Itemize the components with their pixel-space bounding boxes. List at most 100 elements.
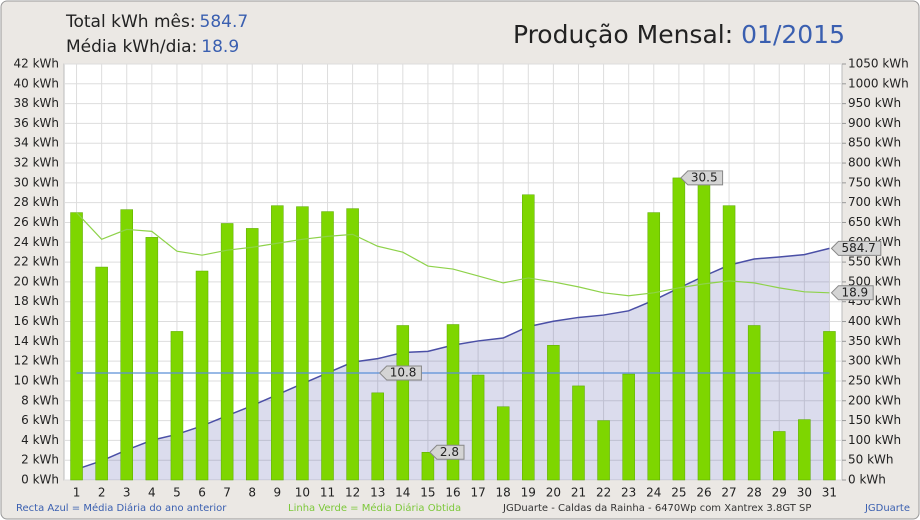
y2-tick-label: 500 kWh [848,274,901,288]
y2-tick-label: 1000 kWh [848,76,909,90]
x-tick-label: 20 [546,486,561,500]
y2-tick-label: 100 kWh [848,433,901,447]
x-tick-label: 9 [274,486,282,500]
bar [747,325,761,481]
y-tick-label: 36 kWh [13,116,59,130]
bar [321,211,334,481]
callout-label: 10.8 [390,366,417,380]
y2-tick-label: 900 kWh [848,116,901,130]
x-tick-label: 29 [772,486,787,500]
y-tick-label: 30 kWh [13,175,59,189]
y2-tick-label: 350 kWh [848,334,901,348]
bar [798,419,811,481]
y-tick-label: 26 kWh [13,215,59,229]
bar [496,406,510,481]
bar [572,385,585,481]
y-tick-label: 10 kWh [13,373,59,387]
total-kwh: Total kWh mês: 584.7 [65,12,248,32]
footer-note: Linha Verde = Média Diária Obtida [288,502,461,514]
y2-tick-label: 850 kWh [848,136,901,150]
y-tick-label: 38 kWh [13,96,59,110]
y2-tick-label: 250 kWh [848,373,901,387]
y2-tick-label: 1050 kWh [848,57,909,71]
callout-box [429,444,465,460]
x-tick-label: 18 [496,486,511,500]
bar [773,431,786,481]
y-tick-label: 4 kWh [21,433,59,447]
y-tick-label: 42 kWh [13,57,59,71]
x-tick-label: 16 [445,486,460,500]
footer-credit: JGDuarte - Caldas da Rainha - 6470Wp com… [502,503,811,514]
bar [120,209,133,481]
callout-label: 584.7 [841,241,875,255]
y2-tick-label: 150 kWh [848,413,901,427]
bar [220,223,234,481]
x-tick-label: 28 [747,486,762,500]
x-tick-label: 15 [420,486,435,500]
y-tick-label: 6 kWh [21,413,59,427]
y-tick-label: 0 kWh [21,473,59,487]
x-tick-label: 2 [98,486,106,500]
bar [722,205,736,481]
y2-tick-label: 650 kWh [848,215,901,229]
callout-label: 18.9 [841,285,868,299]
title-period: 01/2015 [741,20,845,49]
y-tick-label: 2 kWh [21,453,59,467]
callout-box [830,240,882,256]
title-label: Produção Mensal: [513,20,733,49]
bar [672,177,686,481]
x-tick-label: 8 [248,486,256,500]
bar [145,237,159,481]
footer-author: JGDuarte [864,503,910,514]
footer-note: Recta Azul = Média Diária do ano anterio… [16,502,227,514]
callout-box [830,285,874,301]
bar [195,270,209,481]
bar [296,206,309,481]
y-tick-label: 22 kWh [13,255,59,269]
y-tick-label: 20 kWh [13,274,59,288]
y2-tick-label: 950 kWh [848,96,901,110]
y-tick-label: 18 kWh [13,294,59,308]
y-tick-label: 16 kWh [13,314,59,328]
bar [823,331,836,481]
x-tick-label: 23 [621,486,636,500]
bar [170,331,184,481]
avg-label: Média kWh/dia: [66,37,197,57]
x-tick-label: 7 [223,486,231,500]
y2-tick-label: 0 kWh [848,473,886,487]
x-tick-label: 1 [73,486,81,500]
callout-label: 30.5 [691,170,718,184]
bar [421,452,435,481]
y-tick-label: 12 kWh [13,354,59,368]
y-tick-label: 34 kWh [13,136,59,150]
x-tick-label: 3 [123,486,131,500]
y2-tick-label: 50 kWh [848,453,894,467]
total-label: Total kWh mês: [65,12,196,32]
y2-tick-label: 300 kWh [848,354,901,368]
x-tick-label: 22 [596,486,611,500]
x-tick-label: 5 [173,486,181,500]
bar [396,325,410,481]
y2-tick-label: 400 kWh [848,314,901,328]
x-tick-label: 4 [148,486,156,500]
x-tick-label: 25 [671,486,686,500]
avg-value: 18.9 [201,37,239,57]
x-tick-label: 14 [395,486,410,500]
bar [371,392,384,481]
y-tick-label: 14 kWh [13,334,59,348]
bar [346,208,359,481]
y-tick-label: 40 kWh [13,76,59,90]
bar [697,181,711,481]
x-tick-label: 27 [721,486,736,500]
y2-tick-label: 700 kWh [848,195,901,209]
bar [547,345,560,481]
callout-box [379,365,422,381]
y-tick-label: 24 kWh [13,235,59,249]
callout-box [680,170,724,186]
bar [271,205,284,481]
bar [622,373,635,481]
y2-tick-label: 800 kWh [848,156,901,170]
bar [647,212,661,481]
y-tick-label: 28 kWh [13,195,59,209]
line [76,212,830,297]
